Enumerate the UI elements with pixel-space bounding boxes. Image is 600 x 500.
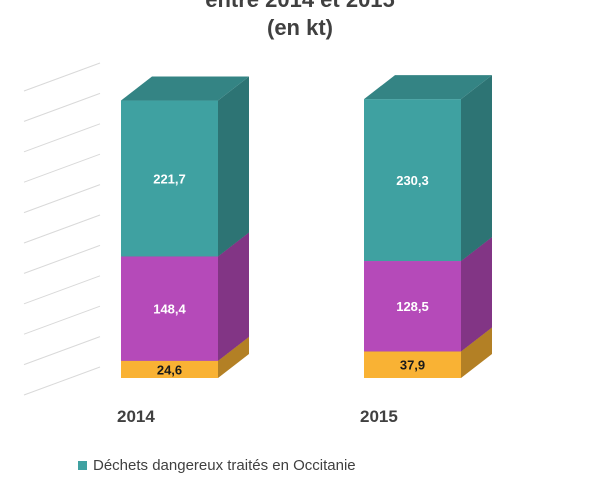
bar-2015-s1 bbox=[364, 261, 461, 352]
data-label-2015-s1: 128,5 bbox=[396, 299, 429, 314]
bar-2015-s0 bbox=[364, 351, 461, 378]
data-label-2015-s0: 37,9 bbox=[400, 358, 425, 373]
bar-top-2014-s2 bbox=[121, 76, 249, 101]
chart-title-line-1: entre 2014 et 2015 bbox=[0, 0, 600, 14]
bar-2014-s2 bbox=[121, 100, 218, 257]
legend: Déchets dangereux traités en Occitanie bbox=[78, 457, 356, 474]
grid-line bbox=[23, 275, 101, 305]
legend-entry: Déchets dangereux traités en Occitanie bbox=[93, 457, 356, 474]
legend-swatch bbox=[78, 461, 87, 470]
chart-title-line-2: (en kt) bbox=[267, 15, 333, 40]
data-label-2014-s0: 24,6 bbox=[157, 362, 182, 377]
bar-side-2015-s1 bbox=[461, 237, 492, 352]
data-label-2014-s1: 148,4 bbox=[153, 302, 186, 317]
bar-2015-s2 bbox=[364, 99, 461, 262]
bar-side-2015-s2 bbox=[461, 75, 492, 262]
bar-side-2015-s0 bbox=[461, 327, 492, 378]
data-label-2015-s2: 230,3 bbox=[396, 173, 429, 188]
grid-line bbox=[23, 305, 101, 335]
grid-line bbox=[23, 244, 101, 274]
grid-line bbox=[23, 62, 101, 92]
bar-side-2014-s1 bbox=[218, 232, 249, 361]
bar-side-2014-s0 bbox=[218, 336, 249, 378]
grid-line bbox=[23, 153, 101, 183]
chart-title: entre 2014 et 2015 (en kt) bbox=[0, 0, 600, 42]
data-label-2014-s2: 221,7 bbox=[153, 171, 186, 186]
bar-top-2015-s2 bbox=[364, 75, 492, 100]
chart-plot-area: 24,6 148,4 221,7 37,9 128,5 230,3 2014 2015 bbox=[23, 62, 492, 426]
category-label-2015: 2015 bbox=[360, 407, 398, 426]
category-label-2014: 2014 bbox=[117, 407, 155, 426]
category-labels: 2014 2015 bbox=[117, 407, 398, 426]
grid-line bbox=[23, 336, 101, 366]
bar-2014-s1 bbox=[121, 256, 218, 361]
bar-2014-s0 bbox=[121, 360, 218, 378]
grid-line bbox=[23, 366, 101, 396]
grid-line bbox=[23, 214, 101, 244]
bars-group: 24,6 148,4 221,7 37,9 128,5 230,3 bbox=[121, 75, 492, 378]
grid-line bbox=[23, 184, 101, 214]
bar-side-2014-s2 bbox=[218, 76, 249, 257]
grid-line bbox=[23, 92, 101, 122]
grid-line bbox=[23, 123, 101, 153]
grid-lines bbox=[23, 62, 101, 396]
